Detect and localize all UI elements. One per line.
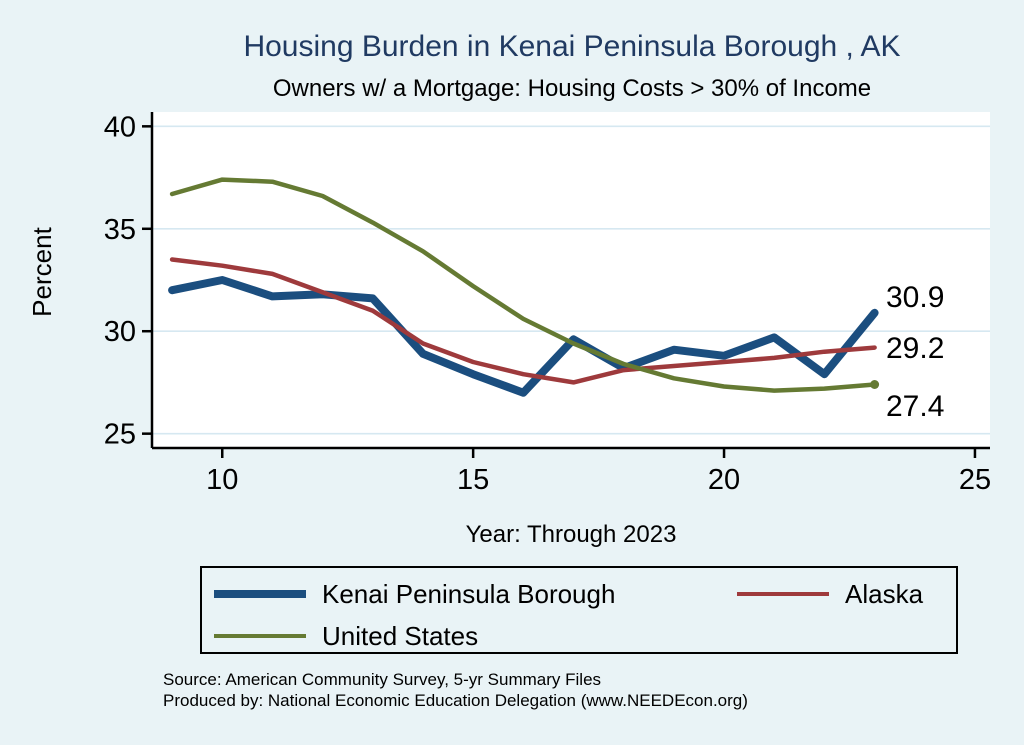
chart-title: Housing Burden in Kenai Peninsula Boroug… (243, 30, 901, 63)
legend-item-us: United States (214, 618, 478, 654)
series-lines (168, 177, 880, 397)
x-tick-label-10: 10 (206, 464, 238, 496)
source-notes: Source: American Community Survey, 5-yr … (163, 669, 748, 711)
series-line-0 (168, 276, 879, 397)
y-axis-title: Percent (27, 227, 57, 317)
legend-swatch-us (214, 633, 306, 639)
legend-label-kenai: Kenai Peninsula Borough (322, 578, 616, 609)
series-line-1 (169, 257, 877, 385)
y-tick-label-35: 35 (104, 214, 136, 246)
legend-swatch-kenai (214, 590, 306, 598)
x-tick-label-25: 25 (959, 464, 991, 496)
x-tick-label-15: 15 (457, 464, 489, 496)
y-tick-label-25: 25 (104, 419, 136, 451)
legend-label-alaska: Alaska (845, 578, 924, 609)
x-tick-label-20: 20 (708, 464, 740, 496)
end-label-alaska: 29.2 (886, 332, 944, 365)
legend-item-kenai: Kenai Peninsula Borough (214, 576, 615, 612)
x-axis-title: Year: Through 2023 (465, 521, 677, 548)
plot: 25 30 35 40 10 15 20 25 30.9 29.2 27.4 (104, 111, 991, 496)
y-tick-label-30: 30 (104, 316, 136, 348)
legend-label-us: United States (322, 620, 479, 651)
series-line-2 (169, 177, 877, 393)
axis-ticks-and-labels: 25 30 35 40 10 15 20 25 (104, 111, 991, 496)
end-label-kenai: 30.9 (886, 281, 944, 314)
y-tick-label-40: 40 (104, 111, 136, 143)
gridlines (152, 125, 990, 435)
end-label-us: 27.4 (886, 390, 944, 423)
series-end-marker-2 (870, 380, 880, 389)
legend: Kenai Peninsula Borough Alaska United St… (200, 566, 958, 654)
legend-swatch-alaska (737, 591, 829, 597)
legend-item-alaska: Alaska (737, 576, 923, 612)
source-line: Source: American Community Survey, 5-yr … (163, 670, 602, 689)
produced-by-line: Produced by: National Economic Education… (163, 691, 748, 710)
plot-area (152, 112, 990, 448)
chart-subtitle: Owners w/ a Mortgage: Housing Costs > 30… (272, 75, 872, 102)
